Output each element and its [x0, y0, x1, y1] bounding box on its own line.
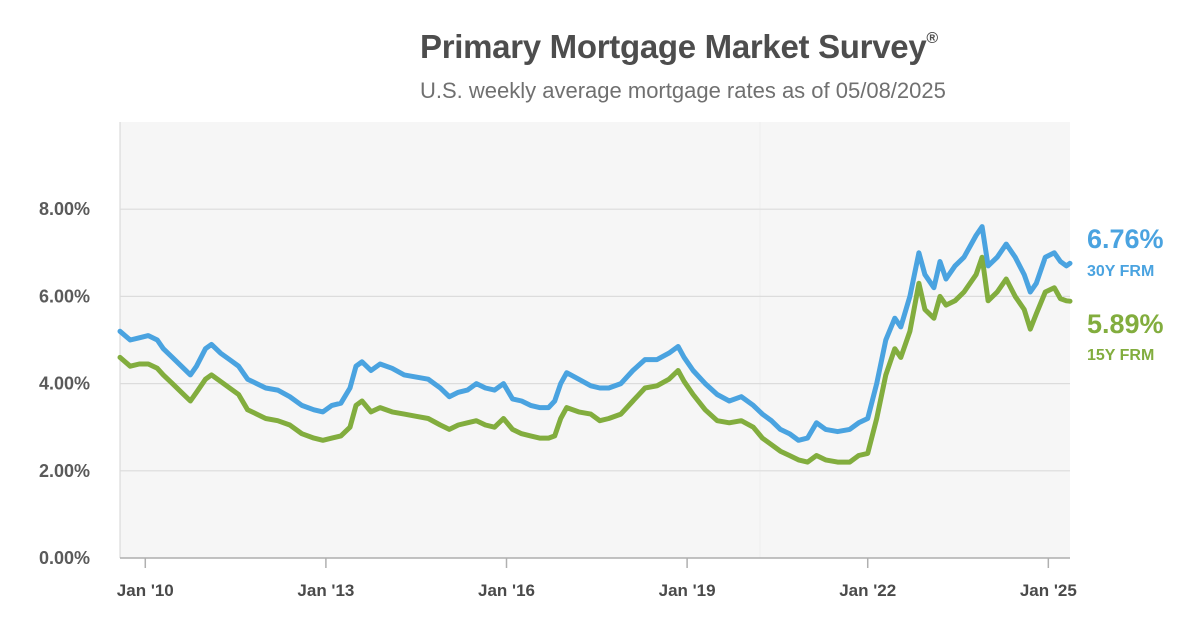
gridlines — [120, 208, 1070, 559]
end-name-30y-frm: 30Y FRM — [1087, 263, 1154, 280]
y-axis-ticks: 0.00% 2.00% 4.00% 6.00% 8.00% — [39, 199, 90, 568]
end-value-30y-frm: 6.76% — [1087, 224, 1164, 254]
y-tick-label: 2.00% — [39, 461, 90, 481]
end-name-15y-frm: 15Y FRM — [1087, 347, 1154, 364]
chart-subtitle: U.S. weekly average mortgage rates as of… — [420, 78, 946, 103]
x-axis-ticks: Jan '10 Jan '13 Jan '16 Jan '19 Jan '22 Jan '… — [117, 558, 1077, 600]
x-tick-label: Jan '10 — [117, 581, 174, 600]
series-line-30y-frm — [117, 224, 1073, 443]
end-value-15y-frm: 5.89% — [1087, 309, 1164, 339]
chart-title-text: Primary Mortgage Market Survey — [420, 28, 927, 65]
y-tick-label: 0.00% — [39, 548, 90, 568]
y-tick-label: 6.00% — [39, 286, 90, 306]
x-tick-label: Jan '16 — [478, 581, 535, 600]
y-tick-label: 4.00% — [39, 374, 90, 394]
chart-title: Primary Mortgage Market Survey® — [420, 28, 938, 66]
series-lines — [117, 224, 1073, 465]
x-tick-label: Jan '19 — [659, 581, 716, 600]
x-tick-label: Jan '22 — [839, 581, 896, 600]
x-tick-label: Jan '25 — [1020, 581, 1077, 600]
x-tick-label: Jan '13 — [297, 581, 354, 600]
series-line-15y-frm — [117, 254, 1073, 465]
y-tick-label: 8.00% — [39, 199, 90, 219]
end-labels: 6.76% 30Y FRM 5.89% 15Y FRM — [1087, 224, 1164, 364]
plot-area-background — [120, 122, 1070, 558]
registered-mark: ® — [926, 30, 938, 47]
